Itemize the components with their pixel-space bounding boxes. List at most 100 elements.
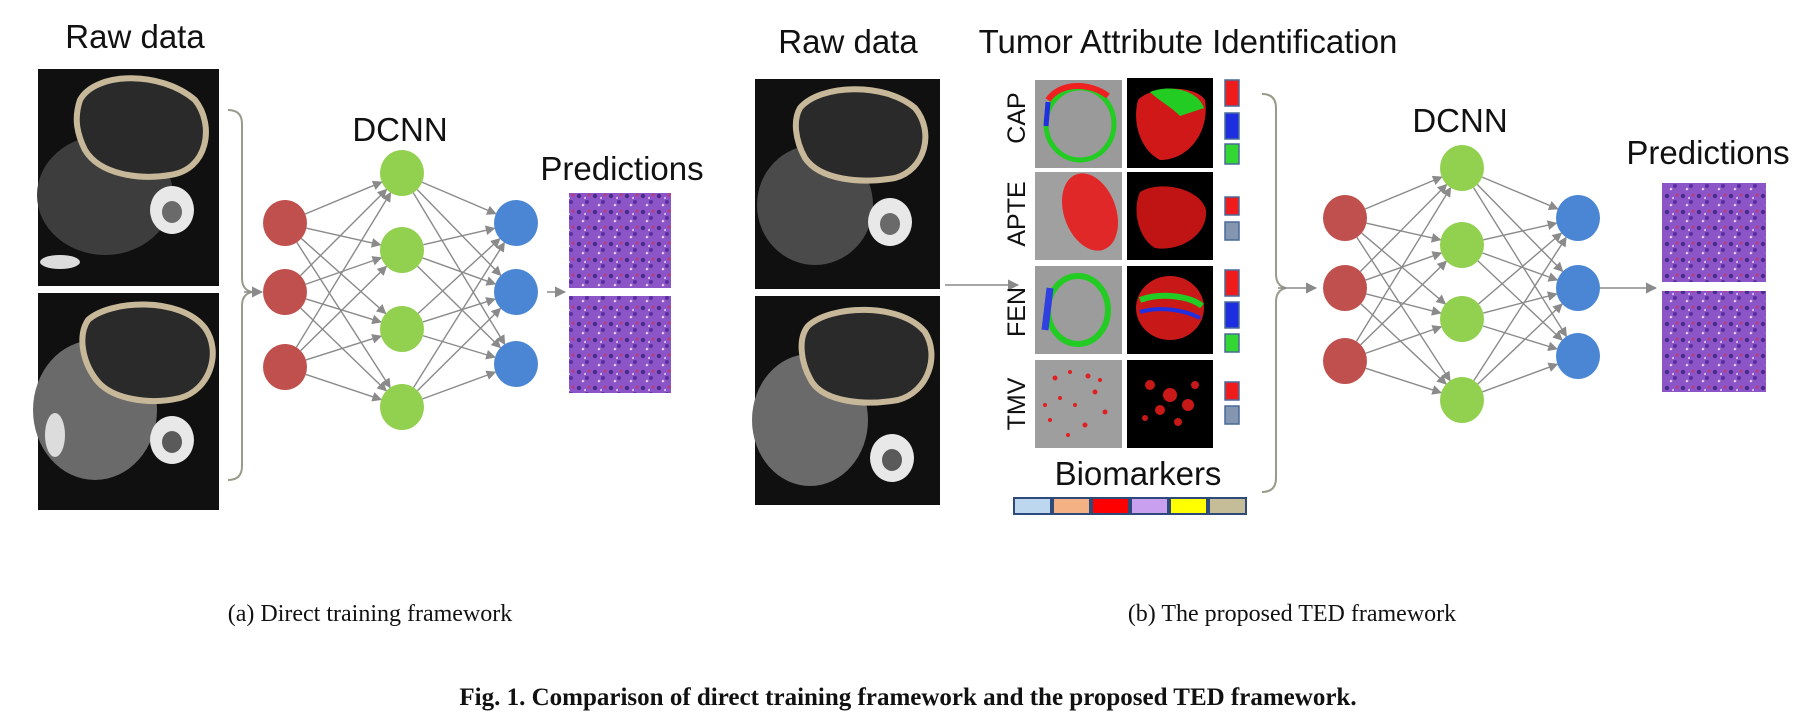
panel-b-raw-data-title: Raw data	[778, 23, 918, 60]
panel-b-network	[1323, 145, 1600, 423]
output-node	[494, 341, 538, 387]
network-edge	[300, 307, 388, 392]
attribute-label-tmv: TMV	[1003, 377, 1031, 430]
attribute-label-fen: FEN	[1003, 287, 1031, 337]
network-edge	[421, 181, 497, 215]
network-edge	[416, 189, 502, 277]
network-edge	[422, 257, 497, 286]
network-edge	[1482, 325, 1558, 352]
network-edge	[1477, 303, 1563, 385]
hidden-node	[1440, 222, 1484, 268]
network-edge	[299, 188, 388, 277]
network-edge	[1483, 220, 1558, 241]
panel-a-caption: (a) Direct training framework	[228, 601, 513, 627]
network-edge	[1360, 260, 1448, 346]
hidden-node	[380, 150, 424, 196]
network-edge	[412, 192, 506, 346]
3d-render-tmv	[1127, 360, 1213, 448]
attribute-row-fen: FEN	[1003, 266, 1240, 354]
hidden-node	[1440, 145, 1484, 191]
network-edge	[300, 265, 388, 352]
network-edge	[1365, 367, 1443, 395]
panel-b-predictions-title: Predictions	[1626, 134, 1789, 171]
network-edge	[1482, 252, 1559, 282]
panel-a-ct-scan-bottom	[33, 293, 219, 510]
panel-a-ct-scan-top	[37, 69, 219, 286]
biomarkers-bar	[1013, 497, 1247, 515]
network-edge	[305, 298, 382, 325]
hidden-node	[1440, 377, 1484, 423]
network-edge	[422, 335, 496, 360]
output-node	[1556, 195, 1600, 241]
network-edge	[416, 307, 502, 392]
attribute-label-apte: APTE	[1003, 181, 1031, 246]
panel-b-brace	[1261, 93, 1287, 493]
input-node	[1323, 338, 1367, 384]
network-edge	[1355, 186, 1452, 342]
output-node	[1556, 265, 1600, 311]
panel-a-brace	[227, 109, 253, 481]
attribute-row-tmv: TMV	[1003, 360, 1240, 448]
attribute-label-cap: CAP	[1003, 92, 1031, 143]
network-edge	[1477, 260, 1563, 341]
network-edge	[417, 265, 502, 349]
output-node	[1556, 333, 1600, 379]
grade-code-apte	[1224, 196, 1240, 241]
network-edge	[1476, 184, 1564, 273]
attribute-row-cap: CAP	[1003, 78, 1240, 168]
network-edge	[1359, 183, 1448, 273]
hidden-node	[380, 384, 424, 430]
network-edge	[1366, 222, 1442, 243]
network-edge	[417, 238, 501, 314]
panel-a-dcnn-title: DCNN	[352, 111, 447, 148]
output-node	[494, 269, 538, 315]
panel-b-ct-scan-top	[755, 79, 940, 289]
hidden-node	[1440, 296, 1484, 342]
panel-b-histology-image-bottom	[1662, 291, 1766, 392]
panel-b-dcnn-title: DCNN	[1412, 102, 1507, 139]
network-edge	[305, 373, 383, 402]
biomarker-cell	[1013, 497, 1052, 515]
grade-code-fen	[1224, 269, 1240, 353]
hidden-node	[380, 227, 424, 273]
input-node	[263, 200, 307, 246]
network-edge	[1478, 232, 1563, 305]
network-edge	[295, 191, 392, 348]
network-edge	[1356, 236, 1451, 382]
biomarker-cell	[1052, 497, 1091, 515]
panel-a-network	[263, 150, 538, 430]
network-edge	[305, 334, 383, 361]
panel-b-histology-image-top	[1662, 183, 1766, 282]
network-edge	[306, 227, 382, 248]
network-edge	[1483, 291, 1558, 314]
network-edge	[1481, 176, 1559, 210]
network-edge	[422, 297, 497, 323]
network-edge	[1482, 362, 1559, 393]
biomarker-cell	[1208, 497, 1247, 515]
network-edge	[412, 241, 506, 388]
network-edge	[1365, 251, 1443, 281]
input-node	[263, 269, 307, 315]
figure-caption: Fig. 1. Comparison of direct training fr…	[459, 684, 1356, 711]
network-edge	[300, 237, 387, 315]
panel-a-histology-image-top	[569, 193, 671, 288]
input-node	[1323, 195, 1367, 241]
network-edge	[304, 180, 383, 215]
network-edge	[1361, 232, 1447, 305]
panel-a-predictions-title: Predictions	[540, 150, 703, 187]
biomarkers-title: Biomarkers	[1055, 455, 1222, 492]
panel-a-histology-image-bottom	[569, 296, 671, 393]
biomarker-cell	[1091, 497, 1130, 515]
network-edge	[1472, 187, 1568, 338]
network-edge	[1364, 175, 1443, 210]
grade-code-tmv	[1224, 381, 1240, 425]
attribute-row-apte: APTE	[1003, 172, 1240, 260]
panel-b-attribute-title: Tumor Attribute Identification	[979, 23, 1398, 60]
network-edge	[423, 225, 496, 246]
network-edge	[422, 370, 497, 400]
grade-code-cap	[1224, 79, 1240, 165]
biomarker-cell	[1130, 497, 1169, 515]
network-edge	[1360, 303, 1447, 385]
biomarker-cell	[1169, 497, 1208, 515]
output-node	[494, 200, 538, 246]
